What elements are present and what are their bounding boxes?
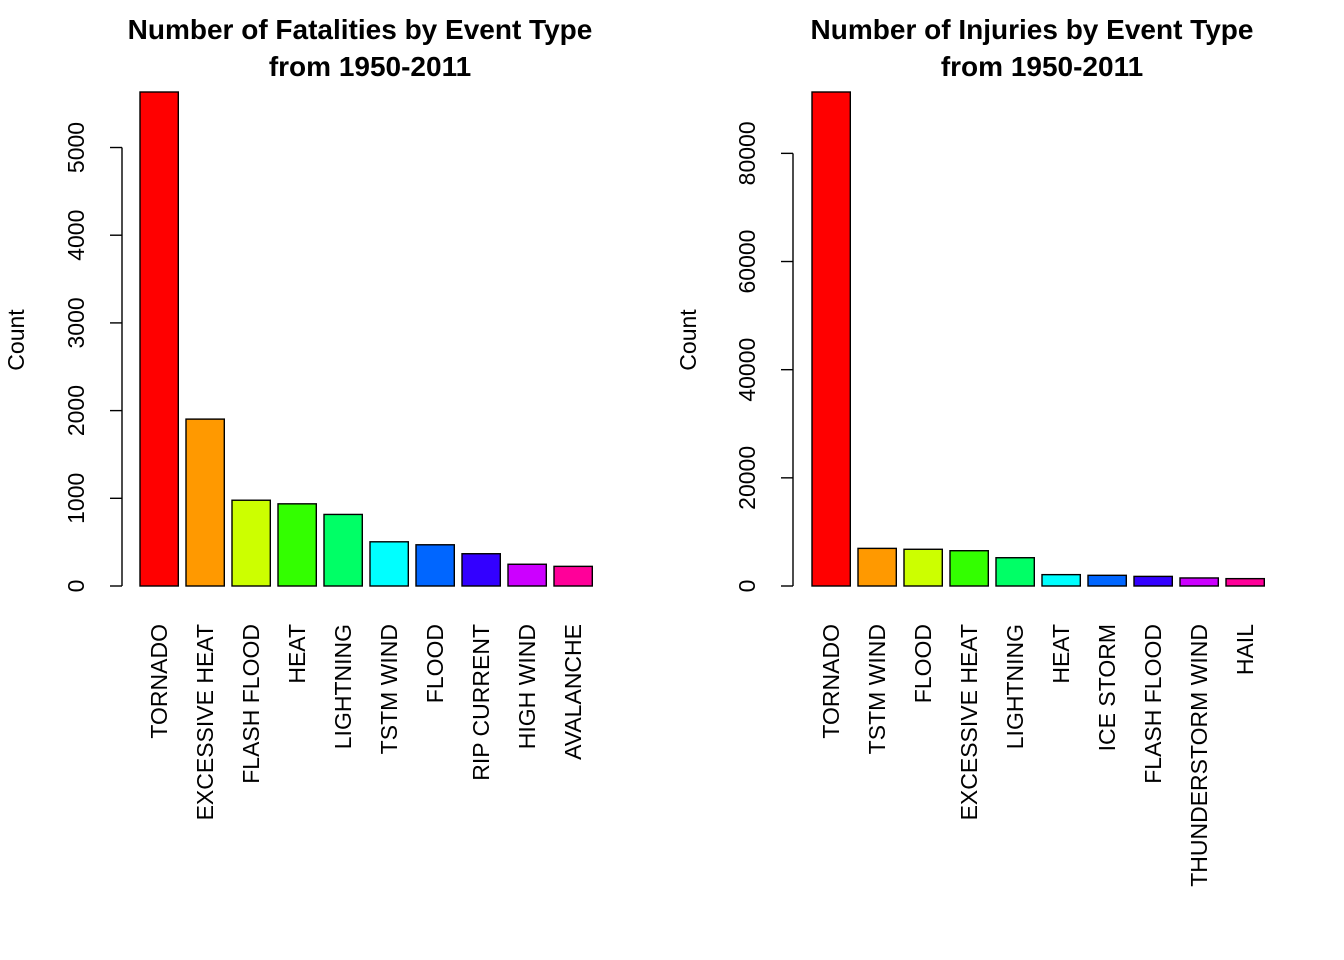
- fatalities-bar: [277, 503, 317, 587]
- fatalities-y-tick-label: 3000: [63, 297, 89, 348]
- fatalities-category-label: LIGHTNING: [330, 624, 356, 749]
- fatalities-category-label: HIGH WIND: [514, 624, 540, 749]
- fatalities-bar: [553, 565, 593, 587]
- injuries-category-label: FLASH FLOOD: [1140, 624, 1166, 784]
- injuries-bar: [857, 547, 897, 587]
- injuries-category-label: HEAT: [1048, 624, 1074, 684]
- fatalities-y-axis-label: Count: [3, 309, 29, 371]
- injuries-bar: [1179, 577, 1219, 587]
- fatalities-bar: [185, 418, 225, 587]
- injuries-bar: [1225, 577, 1265, 587]
- injuries-bar: [1133, 575, 1173, 587]
- injuries-category-label: FLOOD: [910, 624, 936, 703]
- injuries-bar: [1087, 574, 1127, 587]
- fatalities-y-tick-label: 2000: [63, 385, 89, 436]
- injuries-chart-title: Number of Injuries by Event Type: [811, 14, 1254, 45]
- injuries-y-tick-label: 20000: [734, 446, 760, 510]
- fatalities-category-label: RIP CURRENT: [468, 624, 494, 781]
- fatalities-y-tick-label: 4000: [63, 210, 89, 261]
- injuries-category-label: ICE STORM: [1094, 624, 1120, 751]
- injuries-category-label: EXCESSIVE HEAT: [956, 624, 982, 820]
- injuries-bar: [903, 548, 943, 587]
- injuries-category-label: THUNDERSTORM WIND: [1186, 624, 1212, 887]
- fatalities-category-label: FLOOD: [422, 624, 448, 703]
- injuries-y-tick-label: 80000: [734, 121, 760, 185]
- fatalities-category-label: AVALANCHE: [560, 624, 586, 760]
- injuries-chart-subtitle: from 1950-2011: [941, 51, 1143, 82]
- injuries-category-label: TSTM WIND: [864, 624, 890, 754]
- fatalities-bar: [369, 541, 409, 587]
- fatalities-category-label: TSTM WIND: [376, 624, 402, 754]
- injuries-bar: [995, 557, 1035, 587]
- fatalities-bar: [415, 544, 455, 587]
- fatalities-chart-title: Number of Fatalities by Event Type: [128, 14, 593, 45]
- fatalities-chart-panel: Number of Fatalities by Event Type from …: [3, 14, 593, 820]
- fatalities-category-label: HEAT: [284, 624, 310, 684]
- fatalities-category-label: FLASH FLOOD: [238, 624, 264, 784]
- injuries-y-tick-label: 40000: [734, 338, 760, 402]
- injuries-bar: [949, 550, 989, 587]
- injuries-y-tick-label: 0: [734, 580, 760, 593]
- injuries-category-label: LIGHTNING: [1002, 624, 1028, 749]
- fatalities-bar: [323, 513, 363, 587]
- injuries-category-label: TORNADO: [818, 624, 844, 739]
- injuries-y-axis-label: Count: [675, 309, 701, 371]
- injuries-category-label: HAIL: [1232, 624, 1258, 675]
- fatalities-category-label: EXCESSIVE HEAT: [192, 624, 218, 820]
- fatalities-bar: [139, 91, 179, 587]
- fatalities-bar: [507, 563, 547, 587]
- fatalities-bar: [231, 499, 271, 587]
- injuries-bar: [1041, 573, 1081, 587]
- fatalities-y-tick-label: 0: [63, 580, 89, 593]
- injuries-chart-panel: Number of Injuries by Event Type from 19…: [675, 14, 1265, 887]
- fatalities-y-tick-label: 5000: [63, 122, 89, 173]
- injuries-y-tick-label: 60000: [734, 230, 760, 294]
- fatalities-bar: [461, 553, 501, 587]
- fatalities-chart-subtitle: from 1950-2011: [269, 51, 471, 82]
- fatalities-y-tick-label: 1000: [63, 473, 89, 524]
- injuries-bar: [811, 91, 851, 587]
- fatalities-category-label: TORNADO: [146, 624, 172, 739]
